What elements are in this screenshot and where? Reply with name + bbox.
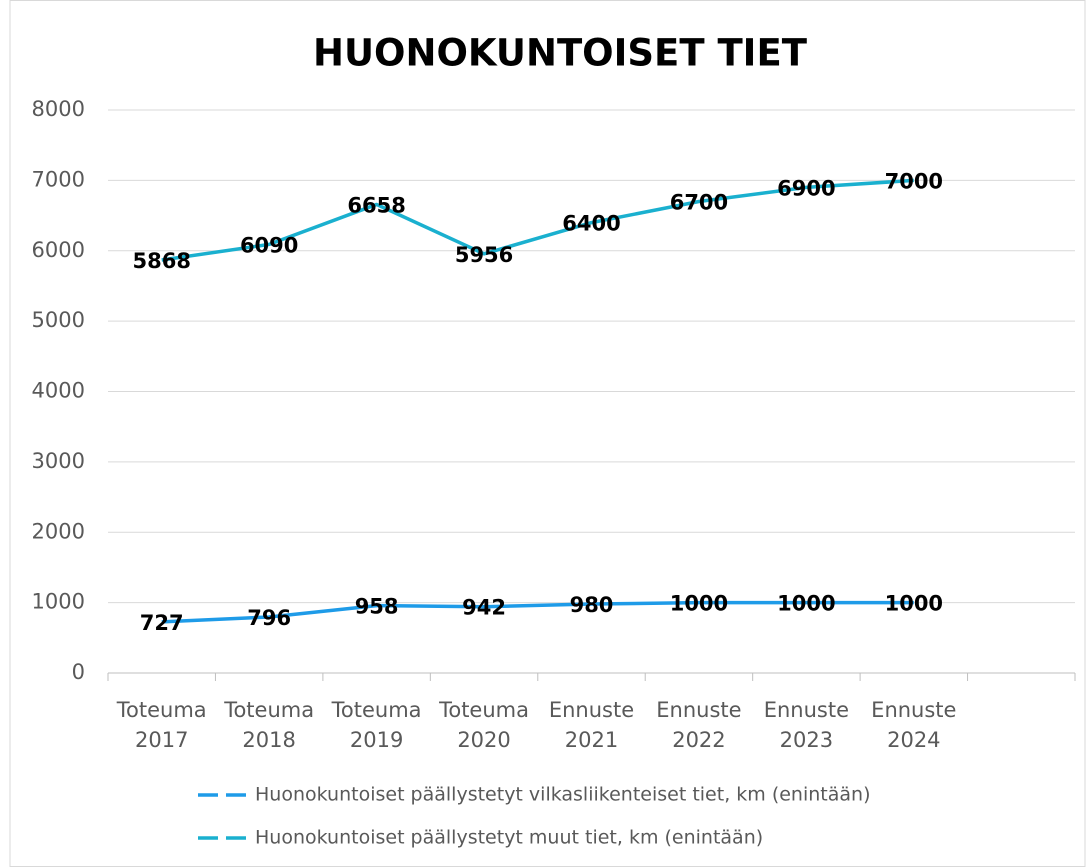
x-tick-label: Ennuste 2023 (763, 698, 850, 752)
data-label: 958 (355, 595, 399, 619)
data-label: 7000 (885, 169, 943, 193)
chart-title: HUONOKUNTOISET TIET (313, 32, 808, 75)
data-label: 6400 (562, 212, 620, 236)
legend-label: Huonokuntoiset päällystetyt muut tiet, k… (255, 827, 763, 849)
y-tick-label: 7000 (32, 167, 85, 191)
x-tick-label: Ennuste 2024 (871, 698, 957, 752)
data-line (161, 600, 914, 624)
data-label: 1000 (885, 592, 943, 616)
x-tick-label: Toteuma 2018 (224, 698, 315, 752)
legend-label: Huonokuntoiset päällystetyt vilkasliiken… (255, 784, 870, 806)
x-tick-label: Toteuma 2019 (331, 698, 422, 752)
data-label: 5956 (455, 243, 513, 267)
y-tick-label: 8000 (32, 97, 85, 121)
y-tick-label: 5000 (32, 308, 85, 332)
data-label: 796 (247, 606, 291, 630)
chart-border (9, 0, 1086, 867)
y-tick-label: 1000 (32, 590, 85, 614)
data-label: 1000 (777, 592, 835, 616)
y-tick-label: 0 (72, 660, 85, 684)
x-tick-label: Toteuma 2017 (116, 698, 207, 752)
data-label: 6900 (777, 176, 835, 200)
x-tick-label: Ennuste 2022 (656, 698, 742, 752)
y-tick-label: 4000 (32, 379, 85, 403)
data-label: 6658 (347, 193, 405, 217)
x-tick-label: Ennuste 2021 (548, 698, 635, 752)
data-line (161, 178, 914, 262)
data-label: 6090 (240, 233, 298, 257)
data-label: 942 (462, 596, 506, 620)
data-label: 980 (570, 593, 614, 617)
data-label: 5868 (132, 249, 190, 273)
y-tick-label: 2000 (32, 519, 85, 543)
y-tick-label: 3000 (32, 449, 85, 473)
data-label: 1000 (670, 592, 728, 616)
y-tick-label: 6000 (32, 238, 85, 262)
x-tick-label: Toteuma 2020 (439, 698, 529, 752)
data-label: 6700 (670, 190, 728, 214)
data-label: 727 (140, 611, 184, 635)
